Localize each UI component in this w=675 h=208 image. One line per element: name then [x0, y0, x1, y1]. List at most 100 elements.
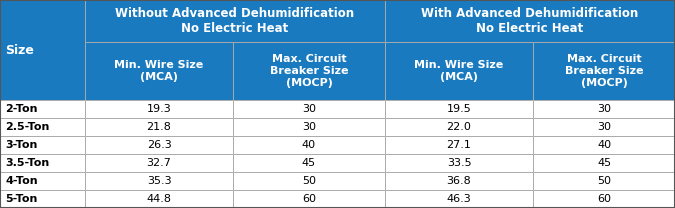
Bar — [385, 0, 675, 42]
Text: 5-Ton: 5-Ton — [5, 194, 37, 204]
Text: Without Advanced Dehumidification
No Electric Heat: Without Advanced Dehumidification No Ele… — [115, 7, 354, 35]
Text: 30: 30 — [302, 122, 316, 132]
Bar — [385, 172, 533, 190]
Bar — [85, 100, 233, 118]
Bar — [233, 100, 385, 118]
Bar — [85, 172, 233, 190]
Bar — [233, 154, 385, 172]
Bar — [85, 136, 233, 154]
Bar — [385, 154, 533, 172]
Bar — [85, 190, 233, 208]
Bar — [85, 190, 233, 208]
Bar — [0, 0, 85, 100]
Text: 2.5-Ton: 2.5-Ton — [5, 122, 49, 132]
Bar — [0, 154, 85, 172]
Bar — [233, 118, 385, 136]
Bar — [533, 136, 675, 154]
Text: 32.7: 32.7 — [146, 158, 171, 168]
Bar — [233, 172, 385, 190]
Bar — [533, 42, 675, 100]
Bar — [233, 100, 385, 118]
Text: 44.8: 44.8 — [146, 194, 171, 204]
Bar — [85, 118, 233, 136]
Bar — [533, 136, 675, 154]
Text: 45: 45 — [597, 158, 611, 168]
Bar — [533, 154, 675, 172]
Text: 50: 50 — [597, 176, 611, 186]
Bar — [533, 154, 675, 172]
Bar — [0, 118, 85, 136]
Text: 3.5-Ton: 3.5-Ton — [5, 158, 49, 168]
Text: 40: 40 — [302, 140, 316, 150]
Bar — [385, 100, 533, 118]
Text: 30: 30 — [302, 104, 316, 114]
Bar — [0, 118, 85, 136]
Bar — [233, 172, 385, 190]
Bar — [233, 190, 385, 208]
Bar — [0, 154, 85, 172]
Text: 46.3: 46.3 — [447, 194, 471, 204]
Text: 40: 40 — [597, 140, 611, 150]
Text: 19.3: 19.3 — [146, 104, 171, 114]
Bar — [533, 100, 675, 118]
Text: 30: 30 — [597, 104, 611, 114]
Bar — [533, 118, 675, 136]
Text: With Advanced Dehumidification
No Electric Heat: With Advanced Dehumidification No Electr… — [421, 7, 639, 35]
Bar — [385, 136, 533, 154]
Bar — [85, 0, 385, 42]
Bar — [385, 172, 533, 190]
Bar — [0, 0, 85, 100]
Text: 3-Ton: 3-Ton — [5, 140, 37, 150]
Text: 35.3: 35.3 — [146, 176, 171, 186]
Text: Max. Circuit
Breaker Size
(MOCP): Max. Circuit Breaker Size (MOCP) — [565, 54, 643, 88]
Text: Max. Circuit
Breaker Size
(MOCP): Max. Circuit Breaker Size (MOCP) — [270, 54, 348, 88]
Text: 33.5: 33.5 — [447, 158, 471, 168]
Bar — [385, 42, 533, 100]
Text: 60: 60 — [302, 194, 316, 204]
Text: Size: Size — [5, 43, 34, 57]
Bar — [233, 190, 385, 208]
Bar — [233, 136, 385, 154]
Bar — [85, 42, 233, 100]
Bar — [385, 0, 675, 42]
Bar — [385, 190, 533, 208]
Bar — [85, 154, 233, 172]
Bar — [85, 0, 385, 42]
Bar — [385, 154, 533, 172]
Text: 27.1: 27.1 — [447, 140, 471, 150]
Text: 30: 30 — [597, 122, 611, 132]
Bar — [0, 190, 85, 208]
Text: 22.0: 22.0 — [447, 122, 471, 132]
Bar — [385, 42, 533, 100]
Text: Min. Wire Size
(MCA): Min. Wire Size (MCA) — [414, 60, 504, 82]
Bar — [85, 172, 233, 190]
Bar — [0, 100, 85, 118]
Bar — [85, 42, 233, 100]
Bar — [385, 118, 533, 136]
Bar — [533, 100, 675, 118]
Bar — [0, 136, 85, 154]
Bar — [385, 136, 533, 154]
Bar — [533, 42, 675, 100]
Text: 45: 45 — [302, 158, 316, 168]
Bar — [385, 100, 533, 118]
Bar — [0, 190, 85, 208]
Bar — [533, 172, 675, 190]
Bar — [0, 172, 85, 190]
Text: Min. Wire Size
(MCA): Min. Wire Size (MCA) — [114, 60, 204, 82]
Bar — [233, 136, 385, 154]
Bar — [85, 136, 233, 154]
Bar — [533, 172, 675, 190]
Bar — [385, 118, 533, 136]
Bar — [233, 42, 385, 100]
Bar — [385, 190, 533, 208]
Bar — [85, 118, 233, 136]
Text: 60: 60 — [597, 194, 611, 204]
Bar — [85, 154, 233, 172]
Bar — [233, 118, 385, 136]
Bar — [533, 190, 675, 208]
Text: 19.5: 19.5 — [447, 104, 471, 114]
Bar — [0, 136, 85, 154]
Bar — [533, 190, 675, 208]
Text: 26.3: 26.3 — [146, 140, 171, 150]
